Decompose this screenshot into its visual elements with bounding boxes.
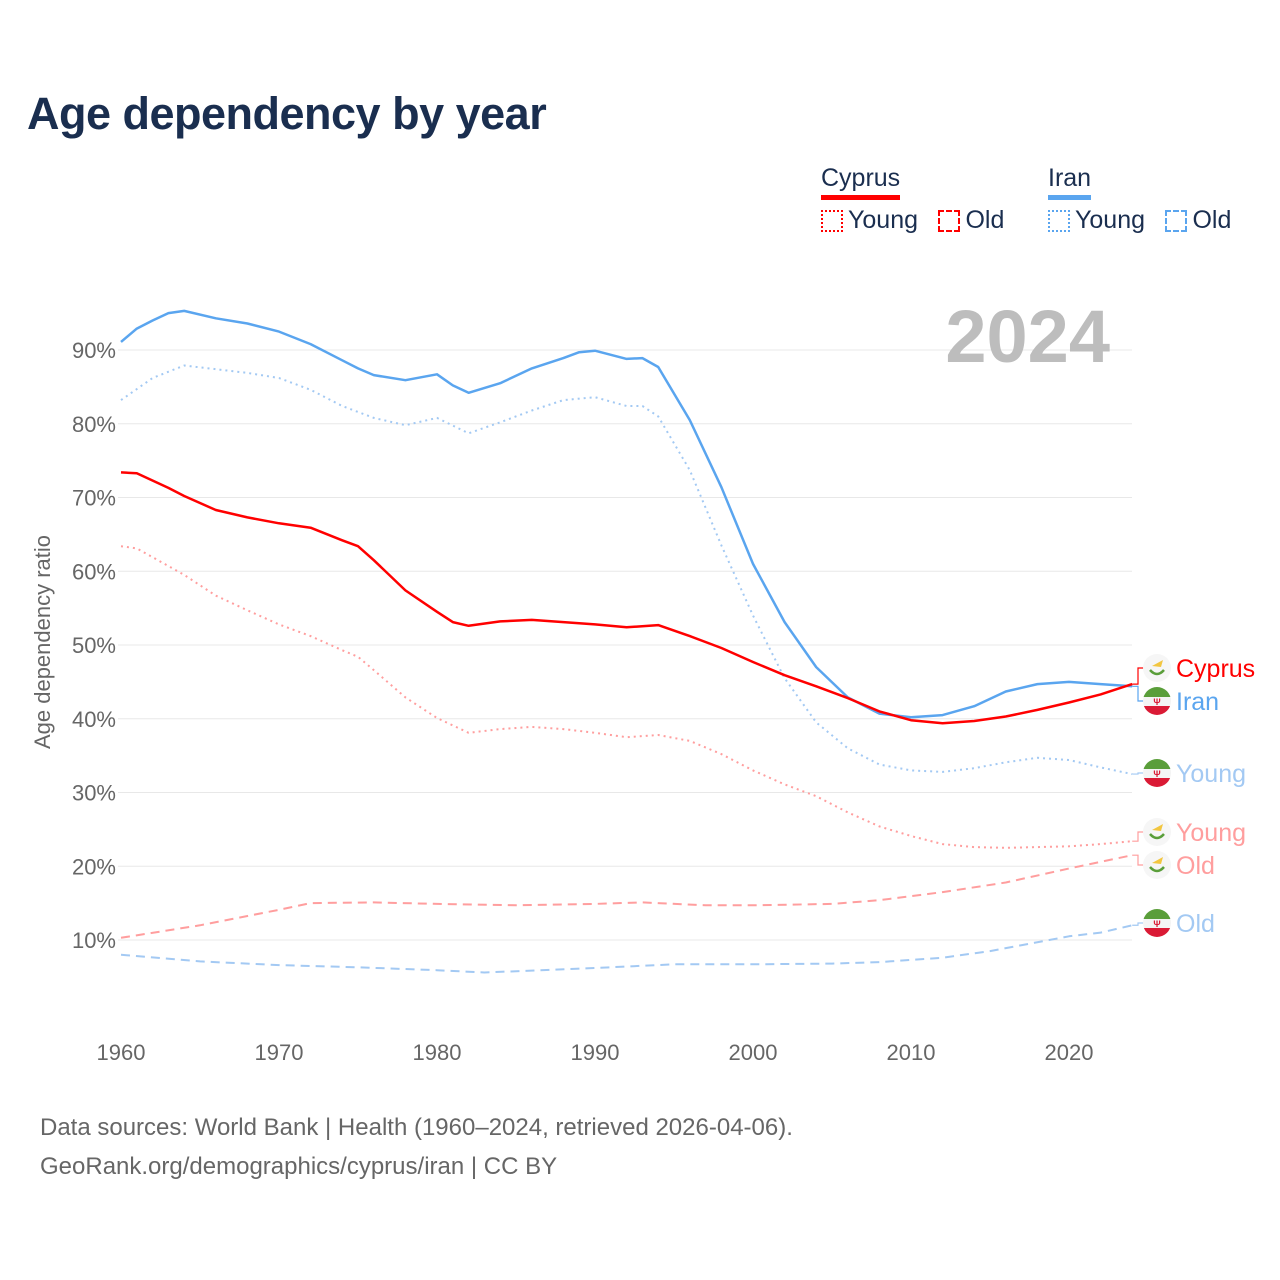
- x-tick-label: 2020: [1045, 1040, 1094, 1065]
- x-tick-label: 1970: [255, 1040, 304, 1065]
- iran-flag-icon: Ψ: [1143, 687, 1171, 715]
- x-tick-label: 1960: [97, 1040, 146, 1065]
- cyprus-flag-icon: [1143, 654, 1171, 682]
- chart-title: Age dependency by year: [27, 88, 547, 139]
- label-connector: [1132, 831, 1146, 842]
- legend-iran-young[interactable]: Young: [1048, 206, 1145, 235]
- legend-iran-label: Iran: [1048, 164, 1092, 200]
- x-tick-label: 1980: [413, 1040, 462, 1065]
- legend-cyprus: Cyprus Young Old: [821, 164, 1020, 237]
- y-tick-label: 70%: [72, 486, 116, 511]
- end-label: Iran: [1176, 688, 1219, 716]
- x-tick-label: 1990: [571, 1040, 620, 1065]
- svg-text:Ψ: Ψ: [1153, 769, 1160, 779]
- series-line-cyprus-young[interactable]: [120, 545, 1133, 849]
- end-label: Young: [1176, 819, 1246, 847]
- end-label: Old: [1176, 910, 1215, 938]
- sources-line-2[interactable]: GeoRank.org/demographics/cyprus/iran | C…: [40, 1153, 558, 1180]
- iran-flag-icon: Ψ: [1143, 909, 1171, 937]
- legend-cyprus-young[interactable]: Young: [821, 206, 918, 235]
- label-connector: [1132, 854, 1146, 866]
- y-tick-label: 80%: [72, 412, 116, 437]
- y-tick-label: 30%: [72, 781, 116, 806]
- sources-line-1: Data sources: World Bank | Health (1960–…: [40, 1114, 793, 1141]
- y-tick-label: 40%: [72, 707, 116, 732]
- series-line-iran[interactable]: [120, 309, 1133, 719]
- year-watermark: 2024: [945, 295, 1110, 378]
- x-tick-label: 2010: [887, 1040, 936, 1065]
- label-connector: [1132, 667, 1146, 685]
- y-tick-label: 90%: [72, 338, 116, 363]
- y-tick-label: 20%: [72, 854, 116, 879]
- legend-label: Young: [1075, 206, 1145, 234]
- legend-cyprus-old[interactable]: Old: [938, 206, 1004, 235]
- legend-cyprus-label: Cyprus: [821, 164, 901, 200]
- series-line-cyprus[interactable]: [120, 471, 1133, 725]
- y-tick-label: 50%: [72, 633, 116, 658]
- dotted-swatch-icon: [821, 209, 843, 232]
- end-label: Young: [1176, 760, 1246, 788]
- end-label: Old: [1176, 852, 1215, 880]
- series-line-cyprus-old[interactable]: [120, 854, 1133, 939]
- legend-iran-old[interactable]: Old: [1165, 206, 1231, 235]
- legend-label: Old: [1192, 206, 1232, 234]
- series-line-iran-young[interactable]: [120, 364, 1133, 776]
- label-connector: [1132, 685, 1146, 702]
- dashed-swatch-icon: [938, 209, 961, 232]
- svg-text:Ψ: Ψ: [1153, 919, 1160, 929]
- dotted-swatch-icon: [1048, 209, 1070, 232]
- iran-flag-icon: Ψ: [1143, 759, 1171, 787]
- cyprus-flag-icon: [1143, 851, 1171, 879]
- sources: Data sources: World Bank | Health (1960–…: [40, 1108, 793, 1186]
- label-connector: [1132, 772, 1146, 775]
- y-axis-label: Age dependency ratio: [30, 535, 55, 749]
- y-tick-label: 60%: [72, 559, 116, 584]
- y-tick-label: 10%: [72, 928, 116, 953]
- x-tick-label: 2000: [729, 1040, 778, 1065]
- dashed-swatch-icon: [1165, 209, 1188, 232]
- series-line-iran-old[interactable]: [120, 924, 1133, 974]
- end-label: Cyprus: [1176, 655, 1255, 683]
- cyprus-flag-icon: [1143, 818, 1171, 846]
- label-connector: [1132, 922, 1146, 926]
- svg-text:Ψ: Ψ: [1153, 697, 1160, 707]
- legend-iran: Iran Young Old: [1048, 164, 1247, 237]
- legend-label: Old: [965, 206, 1005, 234]
- legend-label: Young: [848, 206, 918, 234]
